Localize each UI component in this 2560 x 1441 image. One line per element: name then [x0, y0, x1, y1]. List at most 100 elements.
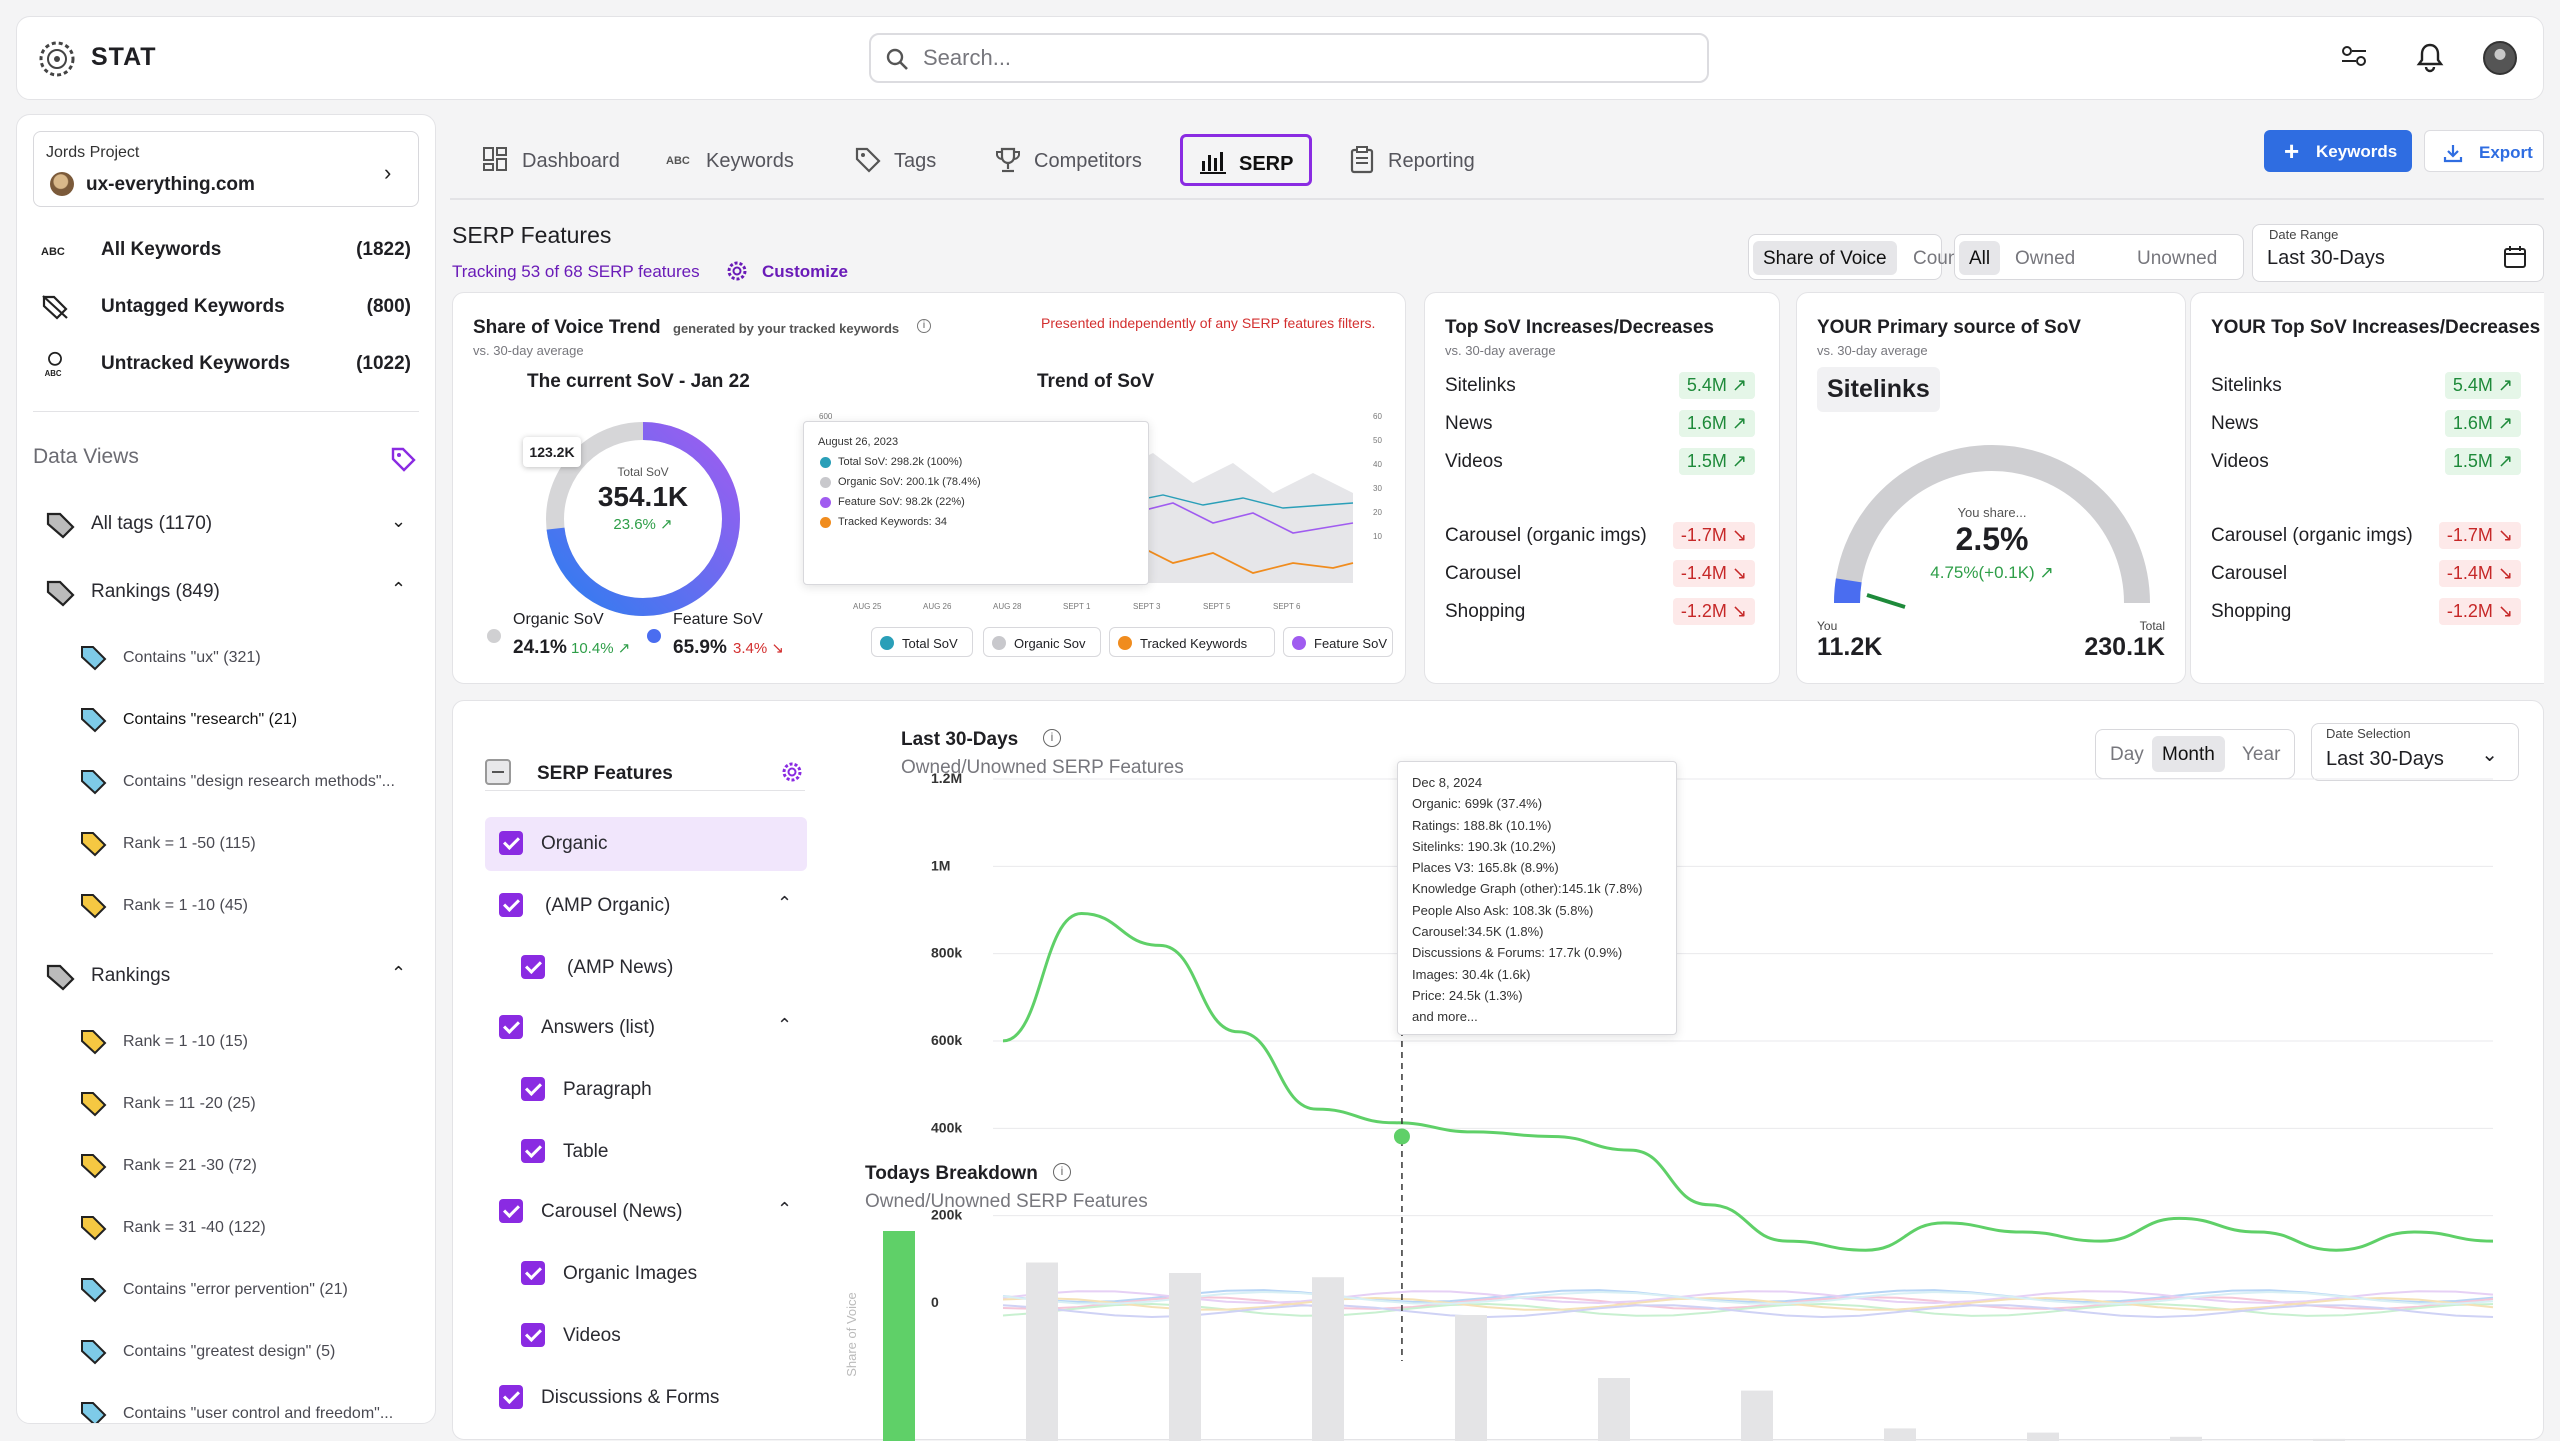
tracking-text: Tracking 53 of 68 SERP features: [452, 262, 700, 282]
feature-label: Paragraph: [563, 1079, 652, 1101]
view-item[interactable]: Contains "greatest design" (5): [61, 1335, 421, 1371]
sov-warning: Presented independently of any SERP feat…: [1041, 315, 1375, 331]
toggle-share-of-voice[interactable]: Share of Voice: [1753, 241, 1897, 275]
view-item-label: Contains "user control and freedom"...: [123, 1405, 423, 1423]
svg-text:20: 20: [1373, 508, 1382, 517]
avatar[interactable]: [2483, 41, 2517, 75]
feature-sov-label: Feature SoV: [673, 611, 763, 629]
top-sov-title: Top SoV Increases/Decreases: [1445, 317, 1714, 339]
view-item[interactable]: Rank = 1 -50 (115): [61, 827, 421, 863]
feature-answers-list[interactable]: Answers (list)⌃: [485, 1001, 807, 1055]
breakdown-bar: [1169, 1273, 1201, 1441]
toggle-unowned[interactable]: Unowned: [2127, 241, 2227, 275]
view-item[interactable]: Contains "error pervention" (21): [61, 1273, 421, 1309]
feature-paragraph[interactable]: Paragraph: [485, 1063, 807, 1117]
tab-serp[interactable]: SERP: [1180, 134, 1312, 186]
tag-off-icon: [41, 294, 69, 320]
info-icon[interactable]: i: [917, 319, 931, 333]
feature-checkbox[interactable]: [521, 1139, 545, 1163]
feature-checkbox[interactable]: [521, 1261, 545, 1285]
trend-legend-tracked[interactable]: Tracked Keywords: [1109, 627, 1275, 657]
tooltip-row: Price: 24.5k (1.3%): [1412, 985, 1662, 1006]
add-tag-icon[interactable]: [389, 445, 417, 473]
group-label: Rankings: [91, 965, 170, 987]
view-item[interactable]: Contains "design research methods"...: [61, 765, 421, 801]
feature-checkbox[interactable]: [499, 893, 523, 917]
feature-amp-news[interactable]: (AMP News): [485, 941, 807, 995]
sov-change-row: Carousel (organic imgs)-1.7M ↘: [2211, 519, 2521, 551]
trend-legend-organic[interactable]: Organic Sov: [983, 627, 1101, 657]
feature-carousel-news[interactable]: Carousel (News)⌃: [485, 1185, 807, 1239]
view-item[interactable]: Rank = 1 -10 (45): [61, 889, 421, 925]
feature-checkbox[interactable]: [521, 1323, 545, 1347]
tab-tags[interactable]: Tags: [838, 134, 958, 186]
sidebar-item-all-keywords[interactable]: ABC All Keywords (1822): [41, 233, 431, 269]
svg-text:40: 40: [1373, 460, 1382, 469]
feature-organic-images[interactable]: Organic Images: [485, 1247, 807, 1301]
search-box[interactable]: [869, 33, 1709, 83]
sidebar-item-untracked[interactable]: ABC Untracked Keywords (1022): [41, 347, 431, 383]
view-item[interactable]: Rank = 11 -20 (25): [61, 1087, 421, 1123]
view-item-label: Contains "ux" (321): [123, 649, 423, 667]
organic-legend-dot: [487, 629, 501, 643]
tab-dashboard[interactable]: Dashboard: [466, 134, 636, 186]
tooltip-row: and more...: [1412, 1006, 1662, 1027]
trophy-icon: [994, 146, 1022, 174]
chevron-up-icon[interactable]: ⌃: [777, 1015, 792, 1036]
tab-reporting[interactable]: Reporting: [1332, 134, 1502, 186]
trend-legend-feature[interactable]: Feature SoV: [1283, 627, 1393, 657]
bell-icon[interactable]: [2415, 41, 2445, 73]
tab-label: SERP: [1239, 153, 1293, 176]
search-input[interactable]: [923, 43, 1683, 73]
view-item[interactable]: Contains "research" (21): [61, 703, 421, 739]
tooltip-row: Knowledge Graph (other):145.1k (7.8%): [1412, 878, 1662, 899]
feature-checkbox[interactable]: [521, 955, 545, 979]
chevron-up-icon: ⌃: [391, 963, 406, 984]
feature-discussions[interactable]: Discussions & Forms: [485, 1371, 807, 1425]
gear-icon[interactable]: [779, 759, 805, 785]
feature-checkbox[interactable]: [499, 1015, 523, 1039]
sidebar-item-untagged[interactable]: Untagged Keywords (800): [41, 290, 431, 326]
filter-settings-icon[interactable]: [2339, 41, 2369, 71]
sov-change-name: News: [2211, 413, 2259, 435]
organic-sov-label: Organic SoV: [513, 611, 604, 629]
tooltip-date: Dec 8, 2024: [1412, 772, 1662, 793]
view-item[interactable]: Rank = 21 -30 (72): [61, 1149, 421, 1185]
feature-checkbox[interactable]: [499, 1385, 523, 1409]
sov-trend-card: Share of Voice Trend generated by your t…: [452, 292, 1406, 684]
feature-videos[interactable]: Videos: [485, 1309, 807, 1363]
date-range-picker[interactable]: Date Range Last 30-Days: [2252, 224, 2544, 282]
export-button[interactable]: Export: [2424, 130, 2544, 172]
feature-legend-dot: [647, 629, 661, 643]
view-item[interactable]: Rank = 31 -40 (122): [61, 1211, 421, 1247]
info-icon[interactable]: i: [1053, 1163, 1071, 1181]
chevron-up-icon[interactable]: ⌃: [777, 1199, 792, 1220]
top-sov-card: Top SoV Increases/Decreases vs. 30-day a…: [1424, 292, 1780, 684]
view-item[interactable]: Contains "user control and freedom"...: [61, 1397, 421, 1424]
group-all-tags[interactable]: All tags (1170) ⌄: [45, 505, 425, 545]
group-rankings[interactable]: Rankings ⌃: [45, 957, 425, 997]
chevron-up-icon[interactable]: ⌃: [777, 893, 792, 914]
select-all-checkbox[interactable]: [485, 759, 511, 785]
view-item[interactable]: Contains "ux" (321): [61, 641, 421, 677]
stat-logo-icon: [37, 39, 77, 79]
feature-amp-organic[interactable]: (AMP Organic)⌃: [485, 879, 807, 933]
tab-keywords[interactable]: ABC Keywords: [650, 134, 820, 186]
group-rankings-849[interactable]: Rankings (849) ⌃: [45, 573, 425, 613]
project-selector[interactable]: Jords Project ux-everything.com ›: [33, 131, 419, 207]
toggle-all[interactable]: All: [1959, 241, 2000, 275]
serp-features-panel: SERP Features Organic (AMP Organic)⌃ (AM…: [452, 700, 2544, 1440]
feature-checkbox[interactable]: [521, 1077, 545, 1101]
breakdown-bar: [1741, 1391, 1773, 1441]
feature-checkbox[interactable]: [499, 1199, 523, 1223]
trend-legend-total[interactable]: Total SoV: [871, 627, 973, 657]
tab-competitors[interactable]: Competitors: [978, 134, 1148, 186]
toggle-owned[interactable]: Owned: [2005, 241, 2085, 275]
feature-label: (AMP News): [567, 957, 673, 979]
feature-table[interactable]: Table: [485, 1125, 807, 1179]
view-item[interactable]: Rank = 1 -10 (15): [61, 1025, 421, 1061]
feature-organic[interactable]: Organic: [485, 817, 807, 871]
sov-change-value: -1.4M ↘: [2439, 560, 2521, 587]
add-keywords-button[interactable]: +Keywords: [2264, 130, 2412, 172]
feature-checkbox[interactable]: [499, 831, 523, 855]
